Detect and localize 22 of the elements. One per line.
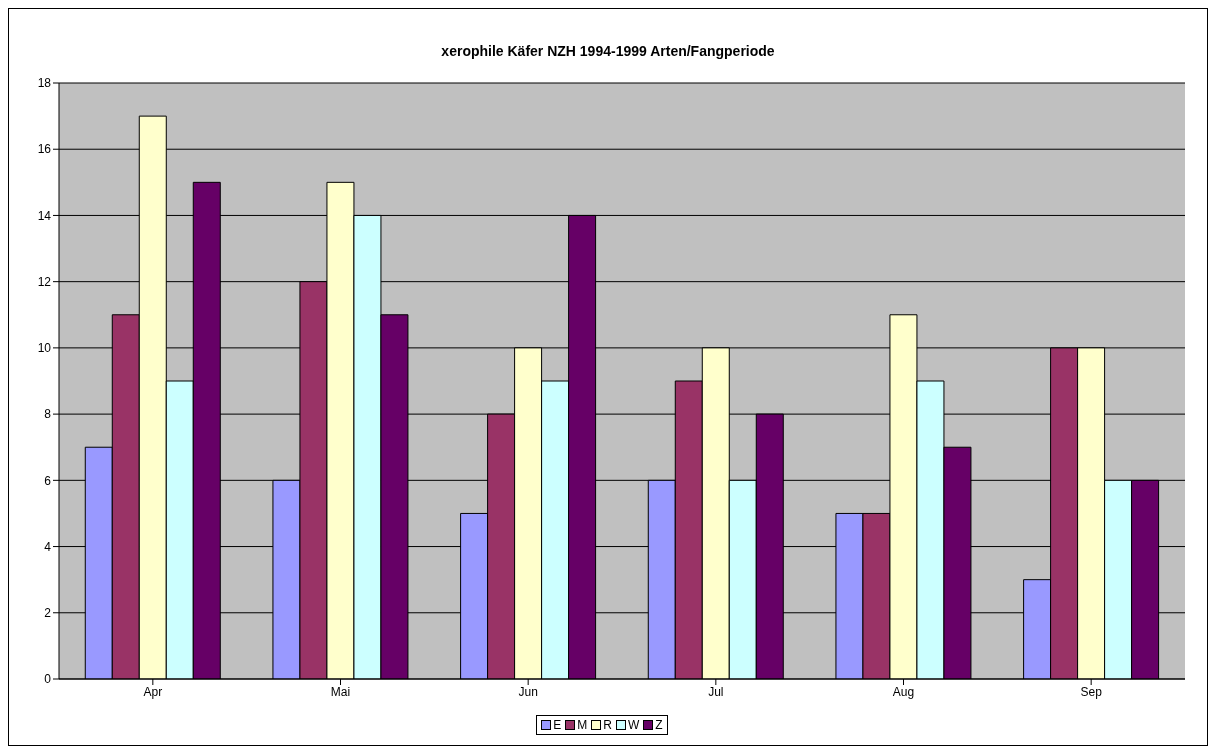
x-tick-label: Jun	[518, 684, 538, 699]
y-tick-label: 0	[44, 672, 52, 687]
y-tick-label: 6	[44, 473, 52, 488]
y-tick-label: 8	[44, 407, 52, 422]
legend-label: M	[577, 718, 588, 732]
y-tick-label: 14	[37, 208, 52, 223]
x-tick-label: Apr	[143, 684, 163, 699]
x-tick-label: Mai	[330, 684, 351, 699]
legend-label: R	[603, 718, 612, 732]
chart-title: xerophile Käfer NZH 1994-1999 Arten/Fangperiode	[440, 42, 776, 61]
y-tick-label: 2	[44, 606, 52, 621]
y-tick-label: 18	[37, 76, 52, 91]
legend-label: E	[553, 718, 562, 732]
y-tick-label: 12	[37, 274, 52, 289]
legend-label: W	[628, 718, 640, 732]
y-tick-label: 10	[37, 341, 52, 356]
x-tick-label: Jul	[708, 684, 724, 699]
legend-label: Z	[655, 718, 663, 732]
y-tick-label: 16	[37, 142, 52, 157]
y-tick-label: 4	[44, 539, 52, 554]
x-tick-label: Sep	[1080, 684, 1103, 699]
x-tick-label: Aug	[892, 684, 915, 699]
